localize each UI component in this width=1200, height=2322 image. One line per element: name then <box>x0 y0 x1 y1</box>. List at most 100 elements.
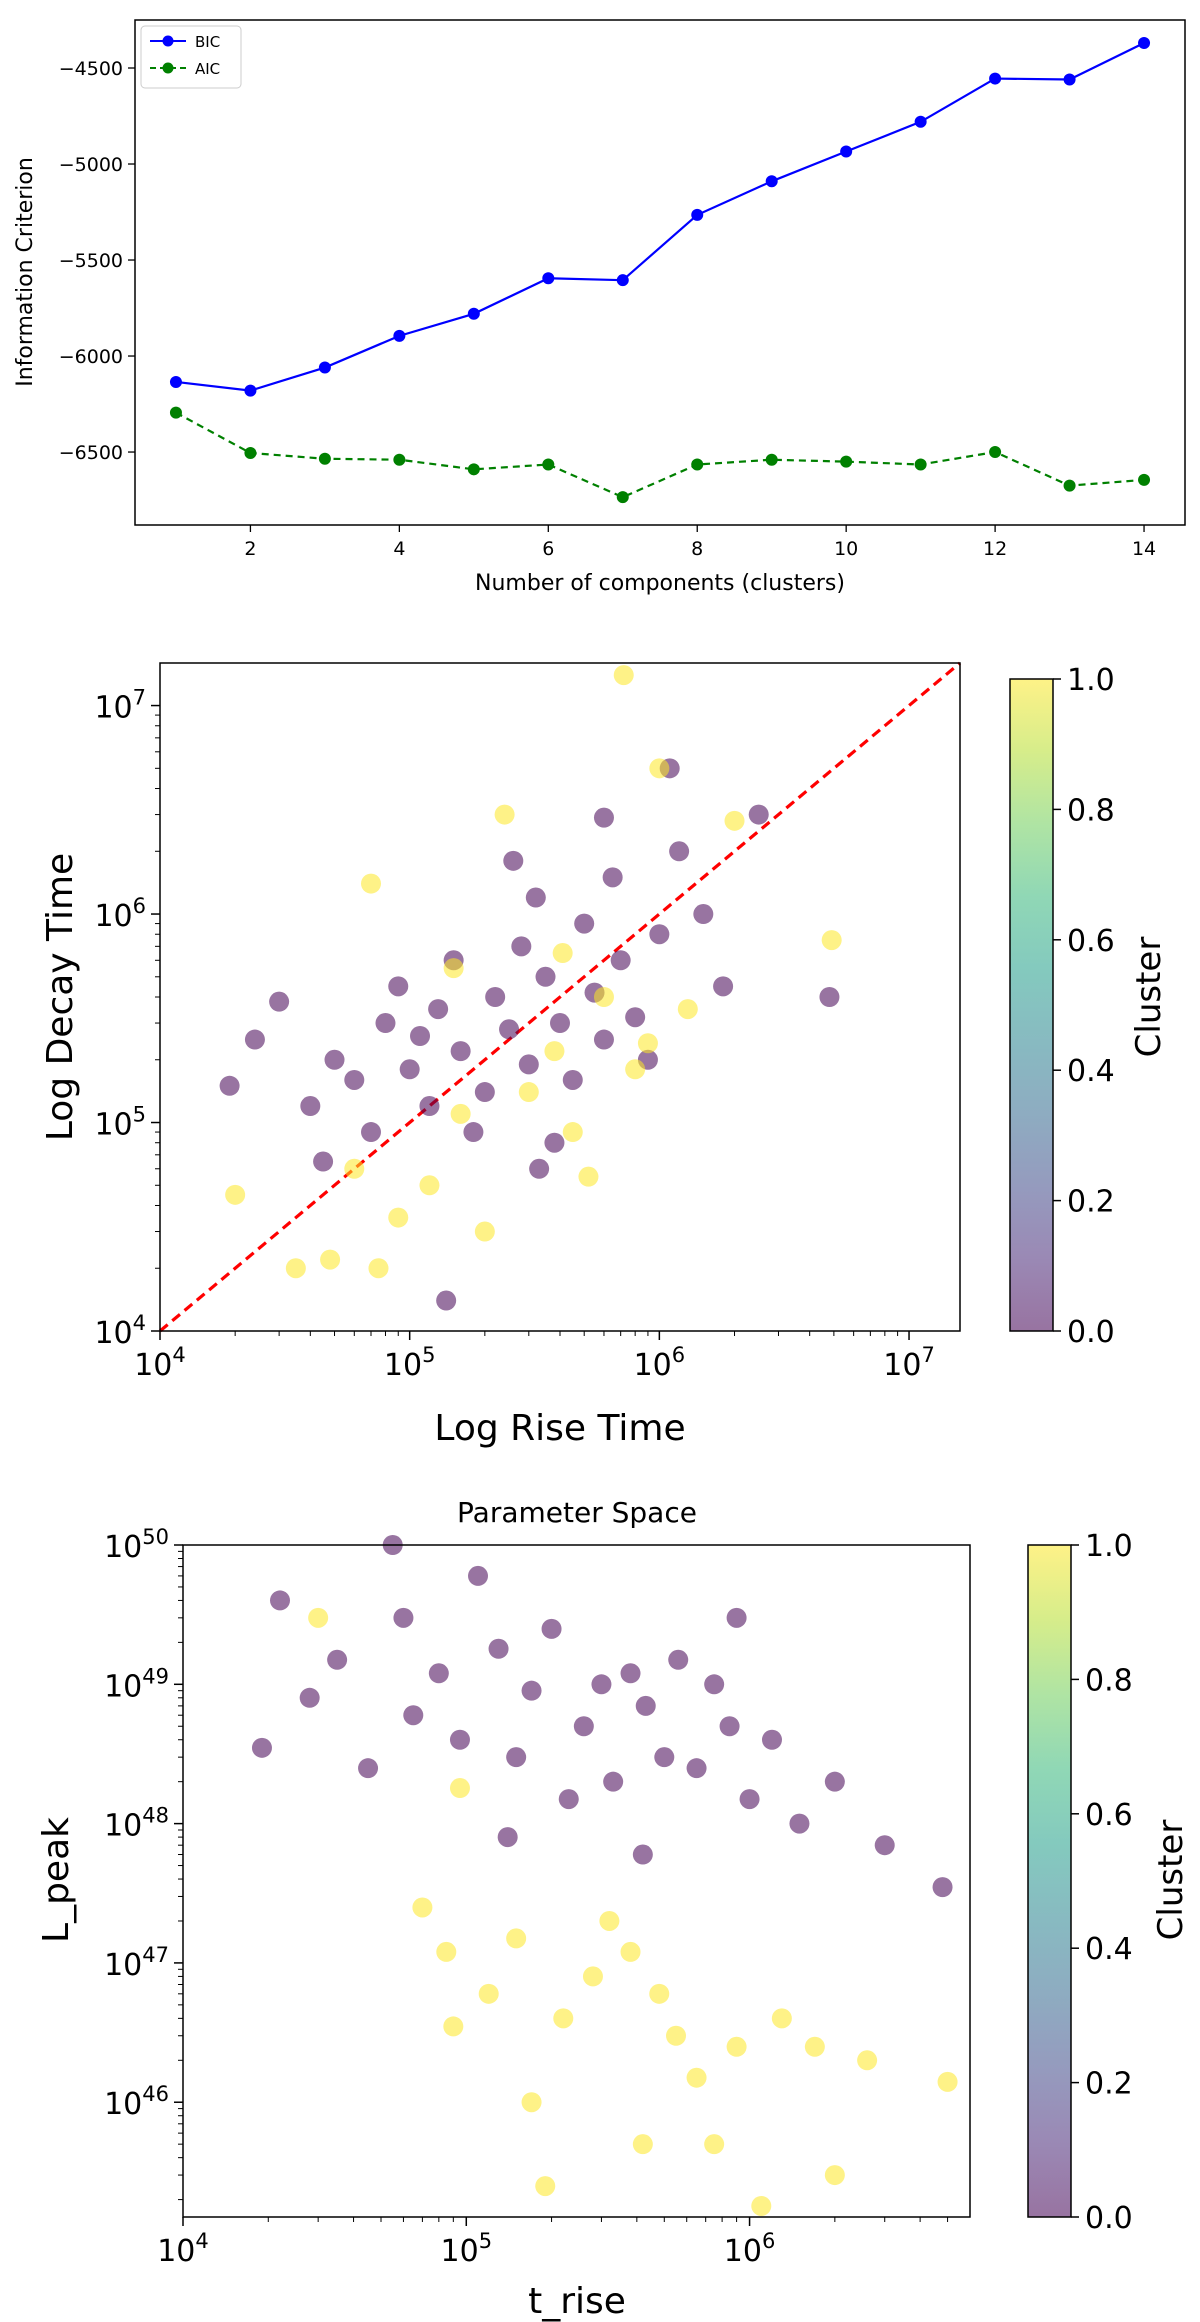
ps-point-cluster-0 <box>704 1674 725 1695</box>
rd-colorbar-bar <box>1009 678 1054 1332</box>
ps-point-cluster-1 <box>937 2071 958 2092</box>
rd-point-cluster-0 <box>503 850 524 871</box>
ic-aic-line <box>175 411 1145 499</box>
ps-point-cluster-0 <box>358 1758 379 1779</box>
ic-bic-point <box>393 329 406 342</box>
ps-point-cluster-1 <box>553 2008 574 2029</box>
ic-x-tick-label: 8 <box>691 538 703 560</box>
ic-x-tick-label: 2 <box>244 538 256 560</box>
ic-legend-box <box>140 25 242 89</box>
rd-colorbar-label: Cluster <box>1129 937 1169 1058</box>
ps-x-tick-label: 104 <box>157 2229 209 2269</box>
ps-x-tick-label: 105 <box>441 2229 493 2269</box>
rd-point-cluster-0 <box>450 1041 471 1062</box>
chart-parameter-space: Parameter Space 104 105 106 10461047104810… <box>36 1496 1191 2322</box>
ic-aic-point <box>393 453 406 466</box>
rd-x-tick-label: 106 <box>634 1343 686 1383</box>
ic-x-tick-label: 14 <box>1132 538 1156 560</box>
rd-point-cluster-0 <box>388 976 409 997</box>
ps-point-cluster-0 <box>393 1607 414 1628</box>
rd-point-cluster-0 <box>499 1019 520 1040</box>
ps-point-cluster-0 <box>521 1680 542 1701</box>
ps-point-cluster-1 <box>449 1778 470 1799</box>
rd-point-cluster-1 <box>344 1158 365 1179</box>
ic-aic-point <box>169 406 182 419</box>
ps-point-cluster-0 <box>632 1844 653 1865</box>
rd-point-cluster-0 <box>361 1122 382 1143</box>
rd-y-tick-label: 104 <box>94 1311 146 1351</box>
ps-point-cluster-0 <box>635 1695 656 1716</box>
rd-x-tick-label: 104 <box>134 1343 186 1383</box>
rd-point-cluster-0 <box>375 1013 396 1034</box>
ic-bic-point <box>169 375 182 388</box>
chart-information-criterion: 2 4 6 8 10 12 14 −6500 −6000 −5500 −5000 −4500 Num… <box>13 19 1186 596</box>
rd-point-cluster-0 <box>625 1007 646 1028</box>
ic-bic-point <box>542 272 555 285</box>
ic-gridless-plot <box>169 37 1151 504</box>
rd-point-cluster-0 <box>602 867 623 888</box>
ic-x-tick-label: 6 <box>542 538 554 560</box>
ps-point-cluster-1 <box>704 2134 725 2155</box>
ic-y-tick-label: −5000 <box>59 154 123 176</box>
rd-point-cluster-0 <box>518 1054 539 1075</box>
ps-colorbar-tick-label: 0.8 <box>1085 1663 1133 1698</box>
rd-point-cluster-1 <box>625 1059 646 1080</box>
ic-legend-aic-marker <box>162 62 174 74</box>
ps-point-cluster-0 <box>573 1716 594 1737</box>
rd-point-cluster-1 <box>593 987 614 1007</box>
rd-point-cluster-0 <box>562 1069 583 1090</box>
ps-point-cluster-1 <box>649 1983 670 2004</box>
ps-point-cluster-0 <box>932 1877 953 1898</box>
rd-point-cluster-0 <box>525 887 546 908</box>
rd-point-cluster-1 <box>637 1033 658 1054</box>
rd-point-cluster-1 <box>225 1184 246 1205</box>
rd-point-cluster-0 <box>544 1132 565 1153</box>
rd-x-tick-label: 107 <box>883 1343 935 1383</box>
ps-point-cluster-1 <box>632 2134 653 2155</box>
rd-point-cluster-0 <box>574 913 595 934</box>
rd-colorbar: 0.0 0.2 0.4 0.6 0.8 1.0 <box>1009 663 1115 1350</box>
rd-point-cluster-0 <box>713 976 734 997</box>
ic-bic-point <box>1138 37 1151 50</box>
ic-x-tick-label: 12 <box>983 538 1007 560</box>
ps-point-cluster-0 <box>726 1607 747 1628</box>
ic-aic-point <box>914 458 927 471</box>
ic-x-tick-label: 4 <box>393 538 405 560</box>
ic-y-axis-label: Information Criterion <box>13 157 38 387</box>
rd-x-axis-label: Log Rise Time <box>434 1408 685 1449</box>
ic-y-tick-label: −4500 <box>59 58 123 80</box>
ic-bic-point <box>244 384 257 397</box>
ic-bic-point <box>318 361 331 374</box>
ps-point-cluster-1 <box>582 1966 603 1987</box>
ic-aic-point <box>765 453 778 466</box>
rd-point-cluster-0 <box>550 1013 570 1034</box>
ps-colorbar-tick-label: 0.0 <box>1085 2201 1133 2236</box>
rd-point-cluster-0 <box>693 904 714 925</box>
ps-point-cluster-0 <box>874 1835 895 1856</box>
ps-point-cluster-0 <box>488 1638 509 1659</box>
rd-point-cluster-0 <box>463 1122 484 1143</box>
ps-point-cluster-1 <box>599 1910 620 1931</box>
ic-aic-point <box>1138 473 1151 486</box>
rd-y-tick-label: 107 <box>94 686 146 726</box>
rd-point-cluster-1 <box>649 758 670 779</box>
rd-point-cluster-0 <box>593 807 614 828</box>
ps-point-cluster-0 <box>761 1729 782 1750</box>
ps-point-cluster-1 <box>412 1897 433 1918</box>
rd-point-cluster-1 <box>320 1249 341 1270</box>
ps-colorbar-tick-label: 1.0 <box>1085 1529 1133 1564</box>
rd-point-cluster-1 <box>578 1166 599 1187</box>
rd-point-cluster-0 <box>748 804 769 825</box>
rd-scatter-points <box>158 661 962 1333</box>
rd-point-cluster-1 <box>361 873 382 894</box>
ps-point-cluster-1 <box>521 2092 542 2113</box>
ps-point-cluster-0 <box>686 1758 707 1779</box>
rd-point-cluster-0 <box>511 936 532 957</box>
ps-point-cluster-1 <box>436 1941 457 1962</box>
ic-y-tick-label: −6000 <box>59 346 123 368</box>
ic-y-ticks: −6500 −6000 −5500 −5000 −4500 <box>59 58 135 464</box>
ic-bic-point <box>840 145 853 158</box>
ps-point-cluster-0 <box>654 1747 675 1768</box>
ps-point-cluster-0 <box>468 1565 489 1586</box>
ic-aic-point <box>318 452 331 465</box>
